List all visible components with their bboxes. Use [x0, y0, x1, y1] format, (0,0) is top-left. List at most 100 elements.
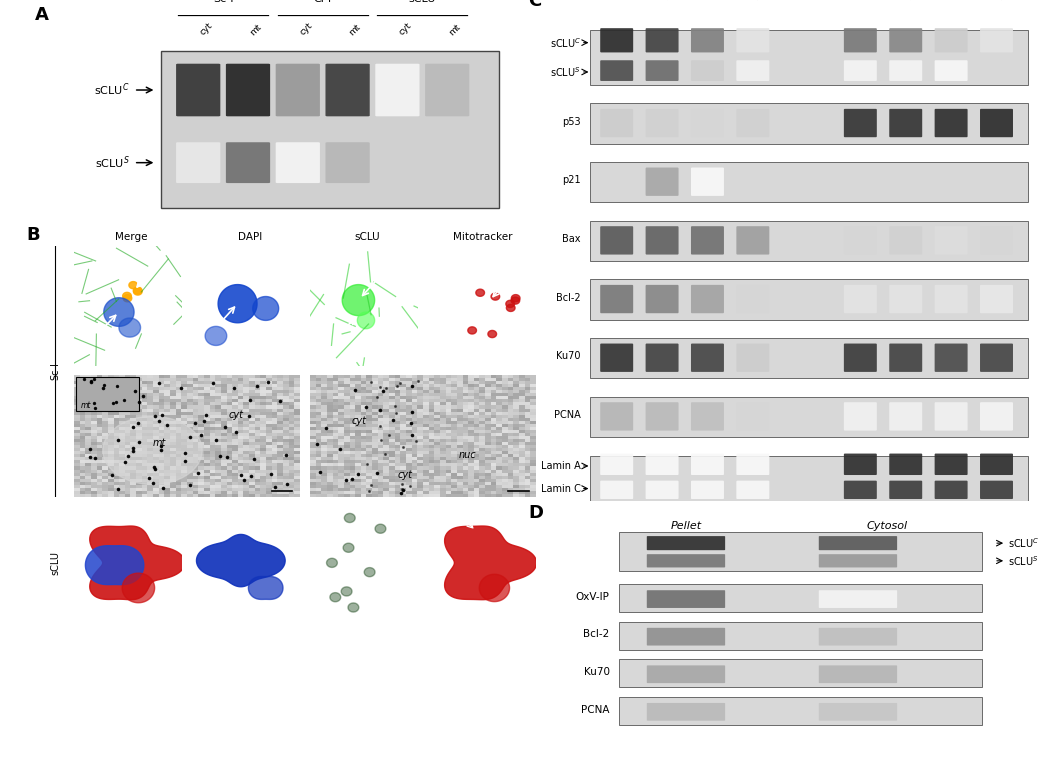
Polygon shape — [205, 326, 227, 346]
Point — [393, 487, 410, 499]
FancyBboxPatch shape — [889, 454, 922, 475]
Polygon shape — [342, 285, 375, 316]
Point — [375, 385, 392, 397]
Text: DAPI: DAPI — [237, 232, 262, 242]
Point — [278, 449, 295, 461]
FancyBboxPatch shape — [819, 665, 897, 683]
Polygon shape — [253, 296, 278, 320]
Text: sCLU$^C$: sCLU$^C$ — [93, 82, 129, 99]
FancyBboxPatch shape — [980, 28, 1013, 52]
FancyBboxPatch shape — [934, 454, 968, 475]
Point — [403, 380, 420, 392]
Point — [266, 481, 282, 494]
Point — [386, 400, 403, 413]
Point — [195, 415, 212, 427]
Point — [130, 396, 147, 408]
FancyBboxPatch shape — [375, 64, 420, 116]
FancyBboxPatch shape — [601, 480, 633, 499]
Point — [147, 464, 164, 476]
Text: p21: p21 — [562, 176, 581, 186]
FancyBboxPatch shape — [647, 703, 726, 721]
Point — [85, 397, 102, 409]
Point — [150, 377, 167, 389]
Point — [369, 467, 385, 480]
FancyBboxPatch shape — [934, 343, 968, 372]
FancyBboxPatch shape — [647, 665, 726, 683]
FancyBboxPatch shape — [646, 402, 678, 430]
Point — [236, 474, 253, 486]
Bar — [620, 697, 982, 725]
Point — [380, 429, 397, 441]
Point — [104, 470, 121, 482]
Point — [152, 440, 169, 452]
FancyBboxPatch shape — [844, 60, 877, 81]
FancyBboxPatch shape — [176, 142, 220, 183]
Text: sCLU$^C$: sCLU$^C$ — [1008, 536, 1040, 550]
FancyBboxPatch shape — [691, 343, 723, 372]
FancyBboxPatch shape — [934, 480, 968, 499]
Polygon shape — [341, 587, 352, 596]
FancyBboxPatch shape — [844, 285, 877, 313]
Point — [145, 460, 162, 473]
FancyBboxPatch shape — [647, 536, 726, 551]
FancyBboxPatch shape — [736, 343, 770, 372]
FancyBboxPatch shape — [980, 343, 1013, 372]
Point — [124, 442, 141, 454]
Point — [87, 401, 104, 413]
FancyBboxPatch shape — [691, 454, 723, 475]
Bar — [590, 103, 1028, 143]
FancyBboxPatch shape — [980, 480, 1013, 499]
Text: nuc: nuc — [459, 450, 477, 460]
Polygon shape — [488, 330, 497, 337]
Point — [76, 373, 92, 385]
FancyBboxPatch shape — [646, 480, 678, 499]
Point — [360, 484, 377, 497]
Point — [172, 382, 189, 394]
Point — [218, 450, 235, 463]
Bar — [590, 456, 1028, 503]
Text: mt: mt — [348, 22, 362, 37]
FancyBboxPatch shape — [691, 480, 723, 499]
Polygon shape — [364, 567, 375, 577]
Text: Pellet: Pellet — [670, 521, 701, 531]
FancyBboxPatch shape — [601, 109, 633, 137]
Polygon shape — [344, 514, 355, 523]
Text: sCLU: sCLU — [50, 551, 60, 575]
Text: Bcl-2: Bcl-2 — [556, 293, 581, 303]
Point — [130, 436, 147, 448]
Polygon shape — [104, 298, 134, 326]
Bar — [590, 338, 1028, 378]
FancyBboxPatch shape — [425, 64, 469, 116]
FancyBboxPatch shape — [844, 343, 877, 372]
FancyBboxPatch shape — [819, 628, 897, 645]
Text: sCLU$^S$: sCLU$^S$ — [550, 65, 581, 79]
FancyBboxPatch shape — [819, 536, 897, 551]
Point — [401, 480, 418, 492]
Polygon shape — [133, 287, 142, 294]
Point — [376, 448, 393, 460]
Bar — [620, 621, 982, 650]
Text: cyt: cyt — [352, 416, 366, 426]
Polygon shape — [119, 318, 141, 337]
Polygon shape — [348, 603, 359, 612]
Text: cyt: cyt — [229, 410, 244, 420]
FancyBboxPatch shape — [646, 168, 678, 196]
FancyBboxPatch shape — [844, 402, 877, 430]
Text: C: C — [528, 0, 542, 10]
Text: Cl-I: Cl-I — [951, 0, 967, 2]
Point — [359, 458, 376, 470]
Text: OxV-IP: OxV-IP — [575, 592, 609, 602]
Text: Sc-I: Sc-I — [906, 0, 923, 2]
Polygon shape — [103, 417, 203, 484]
Polygon shape — [343, 543, 354, 552]
Point — [145, 477, 162, 489]
Bar — [620, 532, 982, 571]
FancyBboxPatch shape — [980, 285, 1013, 313]
Polygon shape — [85, 546, 144, 584]
Text: Cl-I: Cl-I — [708, 0, 723, 2]
Point — [189, 467, 206, 479]
Polygon shape — [122, 573, 154, 603]
FancyBboxPatch shape — [844, 109, 877, 137]
FancyBboxPatch shape — [691, 226, 723, 255]
Text: Mock: Mock — [860, 0, 882, 2]
